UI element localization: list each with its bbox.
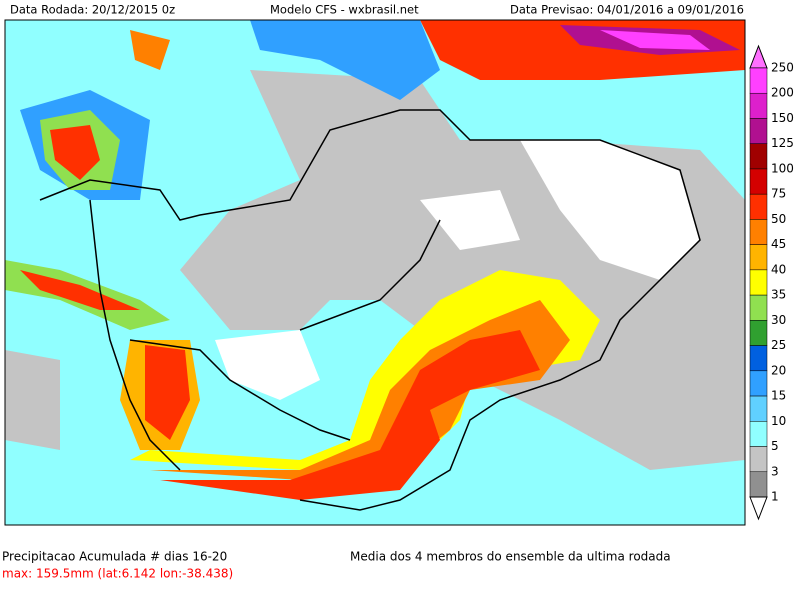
legend-label: 50: [771, 212, 786, 226]
color-legend: 250 200 150 125 100 75 50 45 40 35 30 25 20 15 10 5 3 1: [749, 44, 794, 521]
legend-label: 20: [771, 363, 786, 377]
legend-arrow: [749, 44, 768, 69]
legend-swatch: [749, 219, 768, 245]
legend-label: 5: [771, 439, 779, 453]
legend-swatch: [749, 244, 768, 271]
legend-swatch: [749, 269, 768, 296]
legend-label: 200: [771, 86, 794, 100]
legend-label: 35: [771, 288, 786, 302]
legend-swatch: [749, 67, 768, 94]
legend-swatch: [749, 370, 768, 397]
legend-swatch: [749, 345, 768, 372]
legend-label: 15: [771, 389, 786, 403]
legend-label: 45: [771, 237, 786, 251]
legend-label: 30: [771, 313, 786, 327]
legend-label: 75: [771, 187, 786, 201]
legend-swatch: [749, 143, 768, 170]
legend-label: 1: [771, 490, 779, 504]
legend-swatch: [749, 193, 768, 220]
legend-swatch: [749, 471, 768, 498]
legend-label: 250: [771, 61, 794, 75]
legend-swatch: [749, 168, 768, 195]
max-value: max: 159.5mm (lat:6.142 lon:-38.438): [2, 567, 233, 581]
run-date: Data Rodada: 20/12/2015 0z: [10, 3, 175, 17]
legend-swatch: [749, 118, 768, 144]
forecast-date: Data Previsao: 04/01/2016 a 09/01/2016: [510, 3, 744, 17]
legend-swatch: [749, 395, 768, 422]
legend-label: 40: [771, 262, 786, 276]
legend-swatch: [749, 320, 768, 346]
map-title: Precipitacao Acumulada # dias 16-20: [2, 550, 227, 564]
legend-label: 3: [771, 464, 779, 478]
legend-label: 100: [771, 161, 794, 175]
legend-swatch: [749, 92, 768, 119]
map: [4, 19, 746, 526]
legend-label: 125: [771, 136, 794, 150]
legend-label: 150: [771, 111, 794, 125]
legend-swatch: [749, 294, 768, 321]
legend-label: 25: [771, 338, 786, 352]
legend-arrow: [749, 496, 768, 521]
model-name: Modelo CFS - wxbrasil.net: [270, 3, 419, 17]
legend-label: 10: [771, 414, 786, 428]
legend-swatch: [749, 446, 768, 473]
footnote: Media dos 4 membros do ensemble da ultim…: [350, 550, 671, 564]
legend-swatch: [749, 421, 768, 447]
